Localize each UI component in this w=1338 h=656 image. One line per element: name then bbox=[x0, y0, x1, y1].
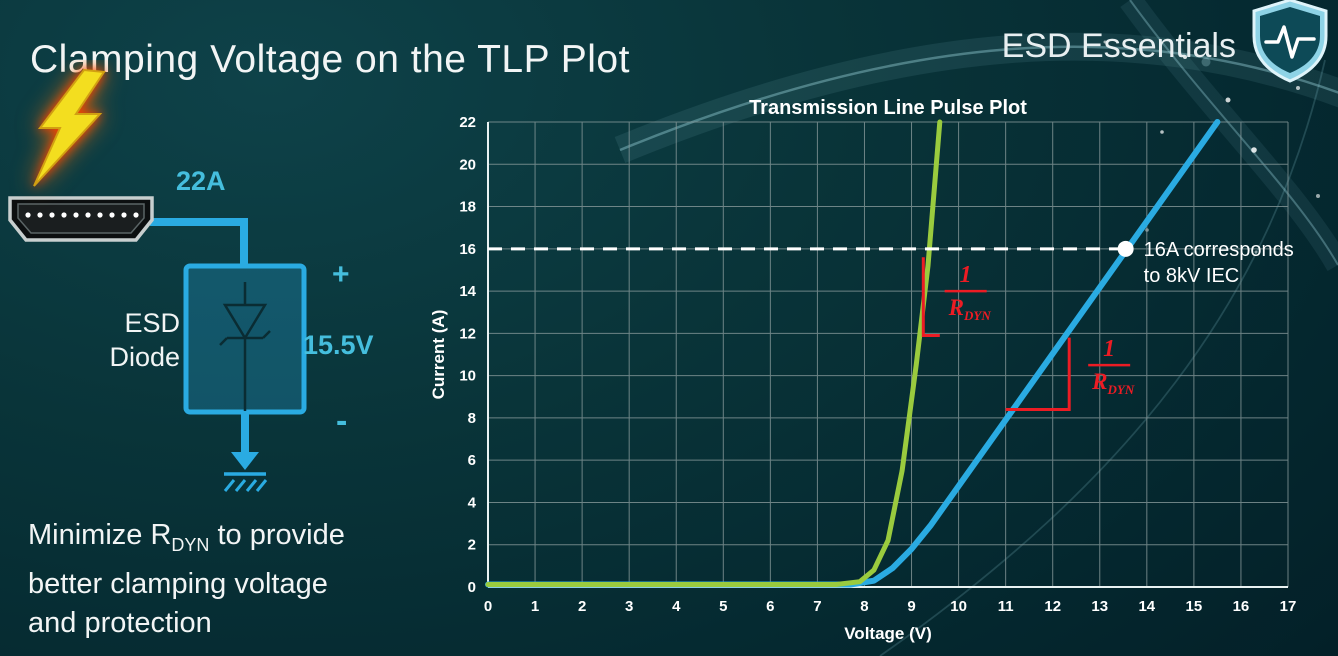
x-tick-label: 11 bbox=[998, 598, 1014, 615]
x-tick-label: 16 bbox=[1233, 598, 1250, 615]
x-tick-label: 17 bbox=[1280, 598, 1297, 615]
lightning-bolt-icon bbox=[33, 68, 106, 187]
note-line-1: Minimize RDYN to provide bbox=[28, 519, 345, 555]
rdyn-fraction-numerator: 1 bbox=[960, 262, 972, 288]
x-tick-label: 10 bbox=[950, 598, 967, 615]
x-tick-label: 2 bbox=[578, 598, 586, 615]
ground-symbol bbox=[223, 412, 268, 492]
x-tick-label: 15 bbox=[1186, 598, 1203, 615]
x-tick-label: 4 bbox=[672, 598, 681, 615]
rdyn-fraction-denominator: RDYN bbox=[948, 295, 992, 323]
esd-diode-circuit-diagram bbox=[8, 68, 307, 492]
page-title: Clamping Voltage on the TLP Plot bbox=[30, 38, 630, 82]
y-tick-label: 4 bbox=[468, 494, 477, 511]
x-tick-label: 7 bbox=[813, 598, 821, 615]
note-line-2: better clamping voltage bbox=[28, 567, 328, 600]
rdyn-slope-marker bbox=[921, 257, 940, 337]
marker-label-line1: 16A corresponds bbox=[1144, 239, 1294, 261]
x-tick-label: 12 bbox=[1044, 598, 1061, 615]
y-tick-label: 20 bbox=[459, 156, 476, 173]
x-tick-label: 1 bbox=[531, 598, 539, 615]
y-tick-label: 6 bbox=[468, 452, 476, 469]
x-tick-label: 8 bbox=[860, 598, 868, 615]
x-tick-label: 9 bbox=[907, 598, 915, 615]
zener-diode-symbol bbox=[219, 282, 271, 411]
x-tick-label: 3 bbox=[625, 598, 633, 615]
y-tick-label: 16 bbox=[459, 241, 476, 258]
y-tick-label: 10 bbox=[459, 368, 476, 385]
rdyn-fraction-denominator: RDYN bbox=[1091, 369, 1135, 397]
x-axis-label: Voltage (V) bbox=[844, 624, 932, 643]
note-line-3: and protection bbox=[28, 606, 212, 639]
tlp-plot-svg: 0 1 2 3 4 5 6 7 8 9 10 11 12 13 14 15 16 1702468101214161… bbox=[429, 97, 1297, 643]
tlp-chart: 0 1 2 3 4 5 6 7 8 9 10 11 12 13 14 15 16 17 0 2 4 6 8 10 12 14 16 1… bbox=[428, 88, 1308, 648]
rdyn-fraction-numerator: 1 bbox=[1103, 336, 1115, 362]
y-tick-label: 12 bbox=[459, 325, 476, 342]
x-tick-label: 13 bbox=[1091, 598, 1108, 615]
chart-title: Transmission Line Pulse Plot bbox=[749, 97, 1027, 119]
rdyn-slope-marker bbox=[1005, 337, 1071, 411]
y-tick-label: 2 bbox=[468, 537, 476, 554]
marker-dot bbox=[1117, 240, 1134, 257]
y-tick-label: 22 bbox=[459, 114, 476, 131]
hdmi-connector-icon bbox=[8, 196, 154, 242]
clamping-voltage-label: 15.5V bbox=[303, 330, 374, 360]
y-tick-label: 0 bbox=[468, 579, 476, 596]
x-tick-label: 5 bbox=[719, 598, 727, 615]
plus-polarity-label: + bbox=[332, 258, 350, 291]
brand: ESD Essentials bbox=[1001, 0, 1334, 89]
y-tick-label: 8 bbox=[468, 410, 476, 427]
brand-title: ESD Essentials bbox=[1001, 27, 1236, 65]
curve-low-rdyn-diode-green bbox=[485, 119, 943, 587]
x-tick-label: 0 bbox=[484, 598, 492, 615]
wire bbox=[150, 218, 248, 266]
esd-diode-label: ESD Diode bbox=[109, 308, 180, 372]
esd-shield-pulse-icon bbox=[1246, 0, 1334, 89]
x-tick-label: 14 bbox=[1138, 598, 1155, 615]
x-tick-label: 6 bbox=[766, 598, 774, 615]
marker-label-line2: to 8kV IEC bbox=[1144, 265, 1240, 287]
takeaway-note: Minimize RDYN to provide better clamping… bbox=[28, 516, 345, 643]
minus-polarity-label: - bbox=[336, 402, 348, 440]
surge-current-label: 22A bbox=[176, 166, 226, 196]
y-axis-label: Current (A) bbox=[429, 310, 448, 400]
y-tick-label: 18 bbox=[459, 199, 476, 216]
y-tick-label: 14 bbox=[459, 283, 476, 300]
